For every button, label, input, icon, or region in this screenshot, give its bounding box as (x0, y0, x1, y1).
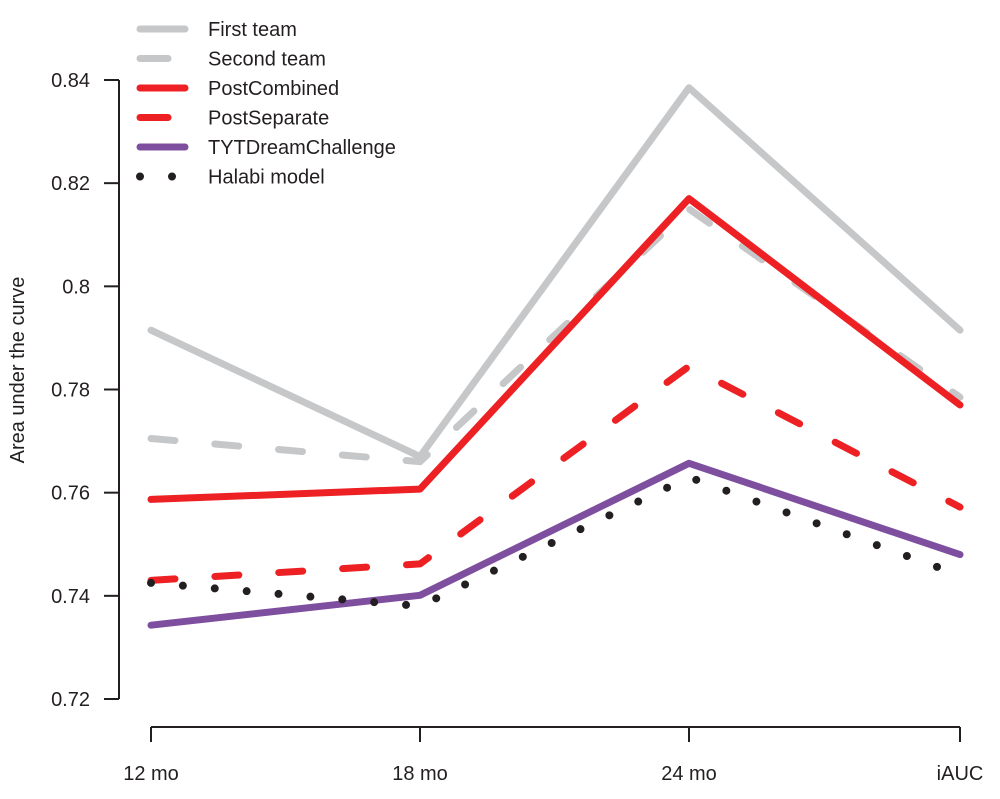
series-line-first-team (147, 84, 964, 461)
series-line-halabi-model (147, 473, 964, 611)
y-tick-label: 0.82 (51, 173, 90, 195)
x-tick-label: iAUC (937, 763, 984, 785)
legend-label: TYTDreamChallenge (208, 137, 396, 159)
y-axis-label: Area under the curve (7, 277, 29, 464)
series-line-postcombined (147, 195, 964, 503)
y-tick-label: 0.74 (51, 586, 90, 608)
legend-label: PostCombined (208, 78, 339, 100)
x-tick-label: 18 mo (392, 763, 448, 785)
x-tick-label: 24 mo (661, 763, 717, 785)
legend-label: PostSeparate (208, 108, 329, 130)
legend-label: Halabi model (208, 167, 325, 189)
y-tick-label: 0.78 (51, 380, 90, 402)
series-line-tytdreamchallenge (147, 459, 964, 629)
series-line-second-team (147, 205, 964, 466)
series-group (147, 84, 964, 629)
y-tick-label: 0.72 (51, 689, 90, 711)
legend-label: Second team (208, 49, 326, 71)
x-tick-label: 12 mo (123, 763, 179, 785)
legend: First team Second team PostCombined PostSep… (136, 19, 396, 189)
axes: 0.72 0.74 0.76 0.78 0.8 0.82 0.84 12 mo 18 mo 24 … (51, 70, 983, 785)
y-tick-label: 0.8 (62, 276, 90, 298)
y-tick-label: 0.76 (51, 483, 90, 505)
series-line-postseparate (147, 362, 964, 584)
y-tick-label: 0.84 (51, 70, 90, 92)
legend-label: First team (208, 19, 297, 41)
